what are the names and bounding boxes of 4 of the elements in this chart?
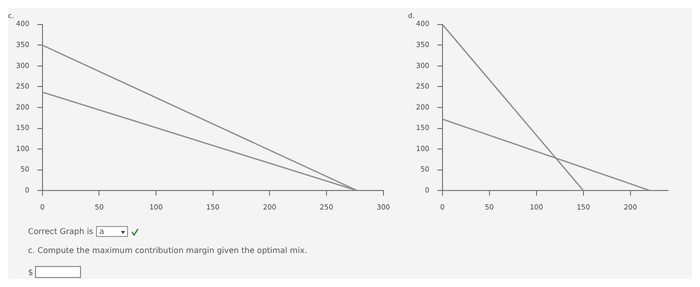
text: $ — [28, 268, 34, 276]
text: c. Compute the maximum contribution margin given the optimal mix. — [28, 246, 308, 255]
dropdown: a — [96, 226, 128, 237]
text: Correct Graph is — [28, 227, 94, 236]
